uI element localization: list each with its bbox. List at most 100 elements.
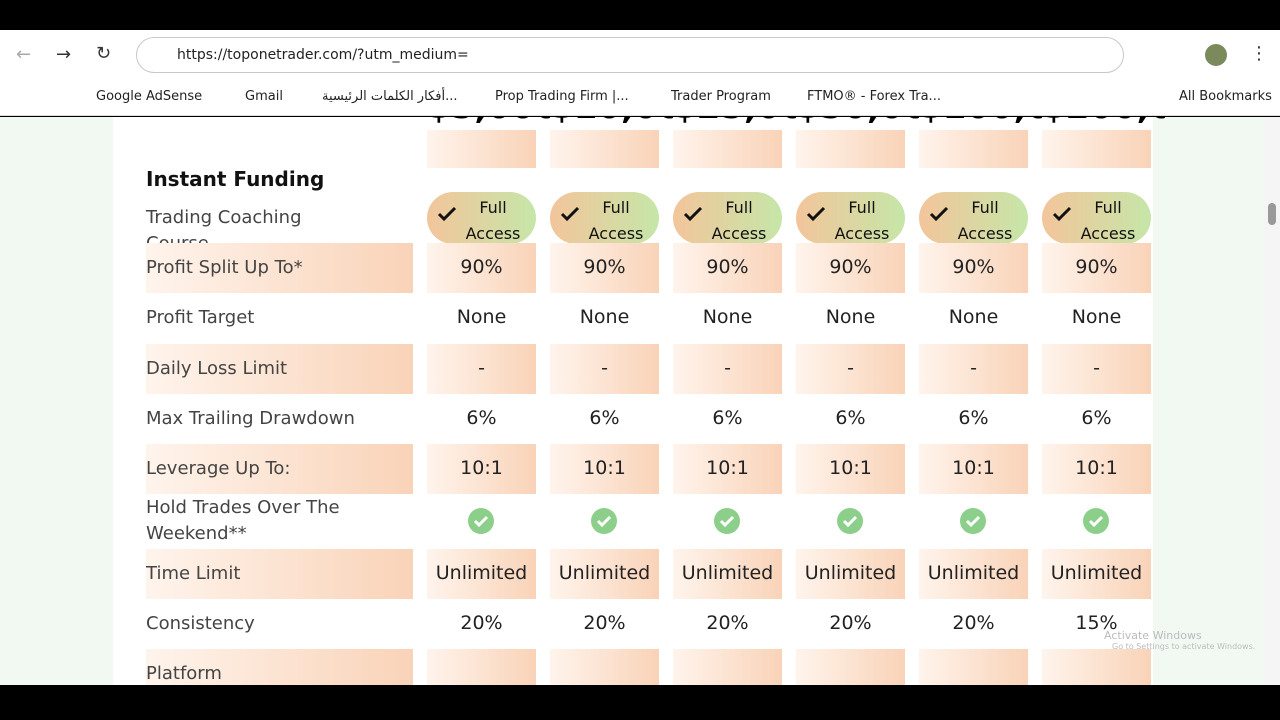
plan-price: $200,000 [1042, 117, 1165, 127]
plan-header-bg [919, 130, 1028, 168]
access-pill: Full Access [1042, 192, 1151, 244]
access-text: Full Access [711, 198, 767, 243]
plan-price: $5,000 [427, 117, 550, 127]
cell-bg [427, 344, 536, 394]
cell-value: - [478, 357, 485, 379]
cell-value: Unlimited [681, 562, 774, 584]
cell-value: 6% [589, 407, 620, 429]
cell-bg [919, 549, 1028, 599]
cell-bg [796, 243, 905, 293]
cell-bg [1042, 344, 1151, 394]
plan-header-bg [796, 130, 905, 168]
cell-value: Unlimited [927, 562, 1020, 584]
cell-bg [919, 243, 1028, 293]
scrollbar[interactable] [1264, 117, 1280, 685]
cell-bg [796, 549, 905, 599]
bookmark[interactable]: Prop Trading Firm |... [495, 89, 629, 104]
cell-value: 90% [583, 256, 626, 278]
plan-price: $100,000 [919, 117, 1042, 127]
cell-bg [1042, 649, 1151, 685]
cell-bg [796, 444, 905, 494]
plan-price: $50,000 [796, 117, 919, 127]
cell-bg [550, 549, 659, 599]
access-pill: Full Access [550, 192, 659, 244]
row-label-bg [146, 243, 413, 293]
cell-value: None [579, 306, 630, 328]
menu-button[interactable]: ⋮ [1250, 43, 1268, 64]
cell-value: 90% [952, 256, 995, 278]
row-label-bg [146, 649, 413, 685]
cell-value: 15% [1075, 612, 1118, 634]
cell-bg [1042, 549, 1151, 599]
address-bar[interactable]: https://toponetrader.com/?utm_medium= [136, 37, 1124, 73]
check-mark [929, 204, 949, 232]
cell-value: 6% [466, 407, 497, 429]
row-label-bg [146, 444, 413, 494]
access-pill: Full Access [919, 192, 1028, 244]
row-label: Time Limit [146, 563, 241, 584]
cell-bg [919, 649, 1028, 685]
cell-value: None [825, 306, 876, 328]
all-bookmarks[interactable]: All Bookmarks [1179, 89, 1272, 104]
cell-value: None [1071, 306, 1122, 328]
cell-value: 90% [829, 256, 872, 278]
check-icon [837, 508, 863, 534]
access-pill: Full Access [427, 192, 536, 244]
cell-bg [1042, 444, 1151, 494]
row-label: Profit Split Up To* [146, 257, 303, 278]
bookmark[interactable]: FTMO® - Forex Tra... [807, 89, 941, 104]
back-button[interactable]: ← [16, 44, 32, 65]
cell-value: 20% [952, 612, 995, 634]
cell-value: 6% [1081, 407, 1112, 429]
cell-value: 10:1 [583, 457, 626, 479]
access-pill: Full Access [796, 192, 905, 244]
check-mark [473, 515, 489, 528]
cell-bg [673, 649, 782, 685]
cell-bg [919, 444, 1028, 494]
cell-bg [427, 243, 536, 293]
plan-price: $10,000 [550, 117, 673, 127]
windows-watermark: Activate Windows Go to Settings to activ… [1104, 629, 1255, 651]
cell-value: None [702, 306, 753, 328]
cell-bg [673, 243, 782, 293]
cell-value: None [456, 306, 507, 328]
row-label: Daily Loss Limit [146, 358, 288, 379]
access-text: Full Access [1080, 198, 1136, 243]
profile-avatar[interactable] [1205, 44, 1227, 66]
scroll-thumb[interactable] [1268, 203, 1276, 225]
check-icon [960, 508, 986, 534]
cell-value: - [724, 357, 731, 379]
bookmark[interactable]: Trader Program [671, 89, 771, 104]
cell-value: - [601, 357, 608, 379]
row-label-bg [146, 549, 413, 599]
plan-header-bg [427, 130, 536, 168]
bookmarks-bar [0, 80, 1280, 116]
reload-button[interactable]: ↻ [96, 43, 112, 64]
section-title: Instant Funding [146, 167, 325, 191]
access-text: Full Access [834, 198, 890, 243]
cell-bg [673, 549, 782, 599]
row-label: Hold Trades Over The Weekend** [146, 497, 340, 544]
access-text: Full Access [957, 198, 1013, 243]
cell-bg [1042, 243, 1151, 293]
check-mark [560, 204, 580, 232]
page-content: $5,000$10,000$25,000$50,000$100,000$200,… [0, 117, 1264, 685]
bookmark[interactable]: Google AdSense [96, 89, 203, 104]
forward-button[interactable]: → [56, 44, 72, 65]
cell-value: 20% [706, 612, 749, 634]
check-icon [591, 508, 617, 534]
row-label-bg [146, 344, 413, 394]
row-label: Platform [146, 663, 222, 684]
check-icon [468, 508, 494, 534]
cell-value: None [948, 306, 999, 328]
bookmark[interactable]: Gmail [245, 89, 283, 104]
plan-header-bg [550, 130, 659, 168]
cell-value: 90% [1075, 256, 1118, 278]
bookmark[interactable]: أفكار الكلمات الرئيسية... [322, 89, 458, 104]
cell-value: 10:1 [829, 457, 872, 479]
cell-value: 20% [460, 612, 503, 634]
cell-value: Unlimited [804, 562, 897, 584]
cell-bg [427, 649, 536, 685]
cell-value: 10:1 [706, 457, 749, 479]
access-pill: Full Access [673, 192, 782, 244]
